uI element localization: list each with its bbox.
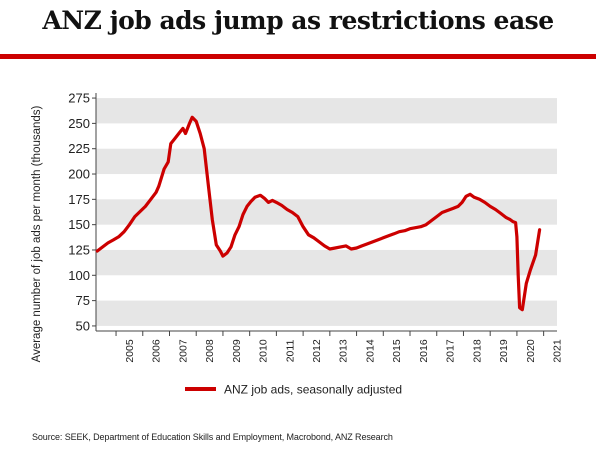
x-tick-label: 2009 xyxy=(231,339,243,363)
chart-axes xyxy=(95,93,557,332)
x-tick-label: 2007 xyxy=(177,339,189,363)
x-tick-label: 2010 xyxy=(258,339,270,363)
legend: ANZ job ads, seasonally adjusted xyxy=(185,383,402,397)
x-tick-label: 2017 xyxy=(445,339,457,363)
x-tick-label: 2013 xyxy=(338,339,350,363)
x-tick-label: 2015 xyxy=(391,339,403,363)
y-tick-label: 100 xyxy=(68,268,90,283)
x-tick-label: 2020 xyxy=(525,339,537,363)
y-axis-ticks: 50 75 100 125 150 175 200 225 250 275 xyxy=(68,91,96,333)
x-tick-label: 2021 xyxy=(552,339,564,363)
x-tick-label: 2005 xyxy=(124,339,136,363)
grid-band xyxy=(96,98,557,124)
y-tick-label: 250 xyxy=(68,116,90,131)
x-tick-label: 2008 xyxy=(204,339,216,363)
series-line xyxy=(95,115,542,312)
y-tick-label: 50 xyxy=(76,318,90,333)
y-tick-label: 275 xyxy=(68,91,90,106)
grid-bands xyxy=(96,98,557,326)
x-tick-label: 2016 xyxy=(418,339,430,363)
x-tick-label: 2018 xyxy=(471,339,483,363)
x-tick-label: 2012 xyxy=(311,339,323,363)
y-tick-label: 175 xyxy=(68,192,90,207)
grid-band xyxy=(96,199,557,225)
grid-band xyxy=(96,300,557,326)
legend-label: ANZ job ads, seasonally adjusted xyxy=(224,383,402,397)
source-note: Source: SEEK, Department of Education Sk… xyxy=(32,432,393,442)
x-tick-label: 2014 xyxy=(364,339,376,363)
y-tick-label: 225 xyxy=(68,141,90,156)
x-axis-ticks: 2005 2006 2007 2008 2009 2010 2011 2012 2013 2014… xyxy=(115,331,564,363)
y-tick-label: 125 xyxy=(68,242,90,257)
x-tick-label: 2006 xyxy=(151,339,163,363)
y-tick-label: 150 xyxy=(68,217,90,232)
y-tick-label: 200 xyxy=(68,167,90,182)
y-axis-label: Average number of job ads per month (tho… xyxy=(31,105,43,362)
y-tick-label: 75 xyxy=(76,293,90,308)
grid-band xyxy=(96,148,557,175)
grid-band xyxy=(96,249,557,276)
x-tick-label: 2019 xyxy=(498,339,510,363)
chart-title: ANZ job ads jump as restrictions ease xyxy=(42,6,554,35)
title-divider xyxy=(0,54,596,59)
x-tick-label: 2011 xyxy=(284,340,296,363)
series-anz-job-ads xyxy=(95,115,542,312)
